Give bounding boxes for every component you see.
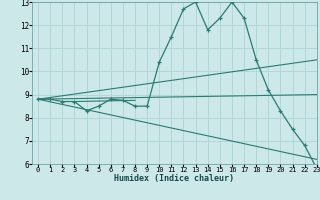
X-axis label: Humidex (Indice chaleur): Humidex (Indice chaleur)	[115, 174, 234, 183]
